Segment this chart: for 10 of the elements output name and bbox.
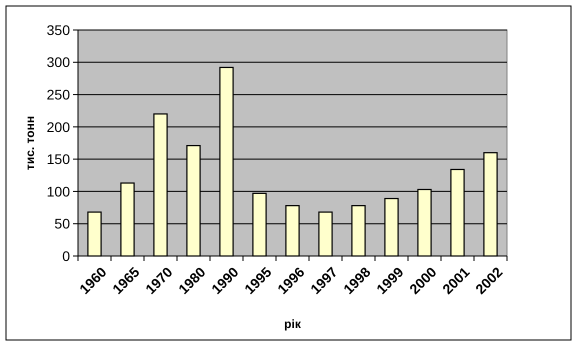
y-tick-label: 300 (46, 54, 70, 70)
y-tick-label: 250 (46, 86, 70, 102)
y-tick-label: 0 (62, 248, 70, 264)
x-axis-title: рік (284, 317, 302, 331)
y-tick-label: 150 (46, 151, 70, 168)
y-tick-label: 50 (54, 216, 70, 232)
y-tick-label: 200 (46, 118, 70, 135)
y-axis-title: тис. тонн (23, 116, 37, 170)
y-tick-label: 100 (46, 183, 70, 200)
y-tick-label: 350 (46, 22, 70, 38)
